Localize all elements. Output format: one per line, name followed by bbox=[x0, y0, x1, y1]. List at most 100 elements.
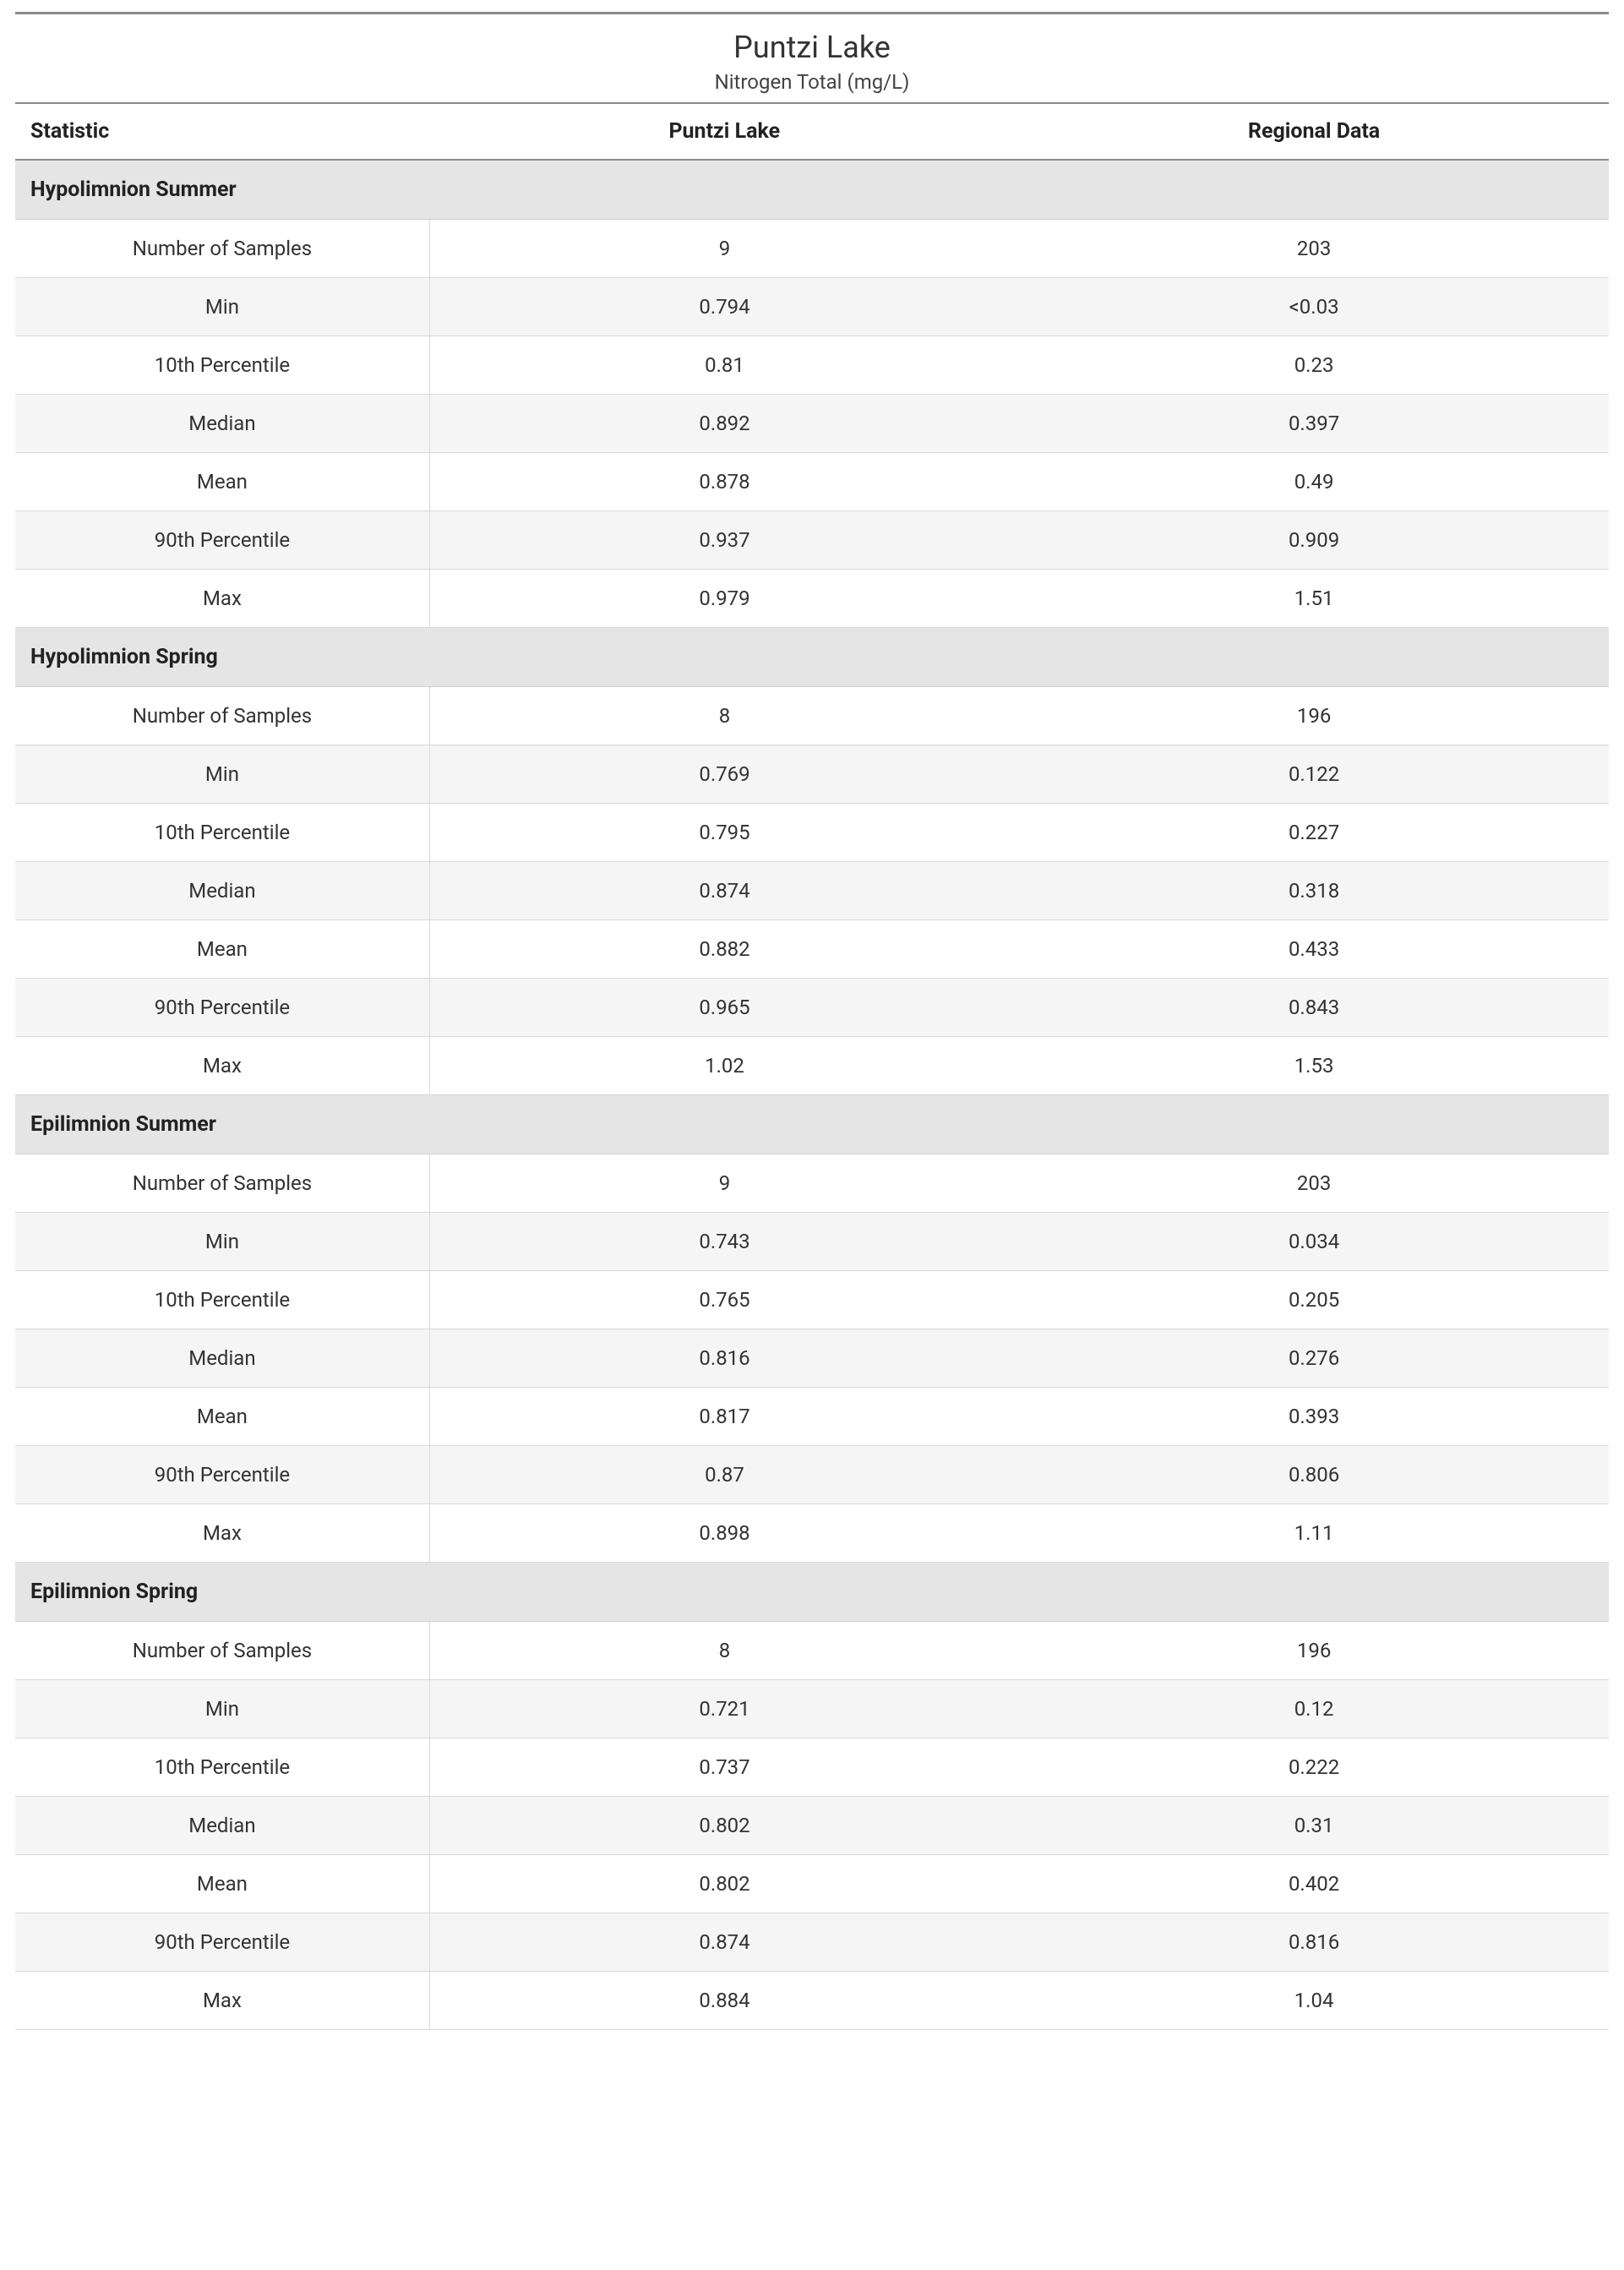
table-row: Number of Samples9203 bbox=[15, 220, 1609, 278]
stat-label-cell: Min bbox=[15, 1213, 429, 1271]
site-value-cell: 0.81 bbox=[429, 336, 1019, 395]
section-header-cell: Hypolimnion Summer bbox=[15, 160, 1609, 220]
site-value-cell: 0.979 bbox=[429, 570, 1019, 628]
table-row: Median0.8160.276 bbox=[15, 1329, 1609, 1388]
site-value-cell: 0.769 bbox=[429, 745, 1019, 804]
site-value-cell: 0.898 bbox=[429, 1504, 1019, 1563]
stat-label-cell: Number of Samples bbox=[15, 1622, 429, 1680]
stat-label-cell: Mean bbox=[15, 1388, 429, 1446]
regional-value-cell: 0.433 bbox=[1019, 920, 1609, 979]
table-body: Hypolimnion SummerNumber of Samples9203M… bbox=[15, 160, 1609, 2030]
stat-label-cell: Min bbox=[15, 1680, 429, 1738]
section-header-row: Epilimnion Summer bbox=[15, 1095, 1609, 1154]
table-row: 10th Percentile0.7950.227 bbox=[15, 804, 1609, 862]
stat-label-cell: Median bbox=[15, 1329, 429, 1388]
site-value-cell: 0.937 bbox=[429, 511, 1019, 570]
stat-label-cell: 10th Percentile bbox=[15, 1738, 429, 1797]
stat-label-cell: Mean bbox=[15, 1855, 429, 1913]
table-row: 90th Percentile0.8740.816 bbox=[15, 1913, 1609, 1972]
site-value-cell: 0.737 bbox=[429, 1738, 1019, 1797]
site-value-cell: 0.965 bbox=[429, 979, 1019, 1037]
stat-label-cell: Number of Samples bbox=[15, 687, 429, 745]
table-row: Max1.021.53 bbox=[15, 1037, 1609, 1095]
site-value-cell: 0.874 bbox=[429, 862, 1019, 920]
stat-label-cell: 90th Percentile bbox=[15, 979, 429, 1037]
stat-label-cell: Max bbox=[15, 1504, 429, 1563]
regional-value-cell: 0.276 bbox=[1019, 1329, 1609, 1388]
table-row: Mean0.8020.402 bbox=[15, 1855, 1609, 1913]
stat-label-cell: 90th Percentile bbox=[15, 1446, 429, 1504]
regional-value-cell: 0.909 bbox=[1019, 511, 1609, 570]
site-value-cell: 0.802 bbox=[429, 1855, 1019, 1913]
table-row: Max0.8981.11 bbox=[15, 1504, 1609, 1563]
stat-label-cell: Mean bbox=[15, 453, 429, 511]
site-value-cell: 0.874 bbox=[429, 1913, 1019, 1972]
regional-value-cell: 0.31 bbox=[1019, 1797, 1609, 1855]
table-row: Max0.9791.51 bbox=[15, 570, 1609, 628]
regional-value-cell: 1.11 bbox=[1019, 1504, 1609, 1563]
regional-value-cell: 196 bbox=[1019, 1622, 1609, 1680]
regional-value-cell: 1.53 bbox=[1019, 1037, 1609, 1095]
site-value-cell: 0.765 bbox=[429, 1271, 1019, 1329]
table-row: Number of Samples8196 bbox=[15, 1622, 1609, 1680]
stat-label-cell: Median bbox=[15, 862, 429, 920]
section-header-cell: Epilimnion Summer bbox=[15, 1095, 1609, 1154]
regional-value-cell: 0.23 bbox=[1019, 336, 1609, 395]
site-value-cell: 8 bbox=[429, 1622, 1019, 1680]
table-row: Number of Samples8196 bbox=[15, 687, 1609, 745]
site-value-cell: 0.802 bbox=[429, 1797, 1019, 1855]
table-row: Min0.7210.12 bbox=[15, 1680, 1609, 1738]
stat-label-cell: 10th Percentile bbox=[15, 1271, 429, 1329]
section-header-row: Epilimnion Spring bbox=[15, 1563, 1609, 1622]
table-row: 10th Percentile0.7650.205 bbox=[15, 1271, 1609, 1329]
stat-label-cell: Number of Samples bbox=[15, 220, 429, 278]
stat-label-cell: 10th Percentile bbox=[15, 336, 429, 395]
stat-label-cell: 90th Percentile bbox=[15, 1913, 429, 1972]
site-value-cell: 0.817 bbox=[429, 1388, 1019, 1446]
site-value-cell: 0.884 bbox=[429, 1972, 1019, 2030]
site-value-cell: 0.721 bbox=[429, 1680, 1019, 1738]
table-row: Median0.8020.31 bbox=[15, 1797, 1609, 1855]
table-row: 10th Percentile0.810.23 bbox=[15, 336, 1609, 395]
stat-label-cell: Number of Samples bbox=[15, 1154, 429, 1213]
table-row: Median0.8740.318 bbox=[15, 862, 1609, 920]
section-header-row: Hypolimnion Summer bbox=[15, 160, 1609, 220]
table-row: 90th Percentile0.9370.909 bbox=[15, 511, 1609, 570]
site-value-cell: 9 bbox=[429, 220, 1019, 278]
site-value-cell: 8 bbox=[429, 687, 1019, 745]
regional-value-cell: 0.227 bbox=[1019, 804, 1609, 862]
report-page: Puntzi Lake Nitrogen Total (mg/L) Statis… bbox=[0, 12, 1624, 2030]
col-header-regional: Regional Data bbox=[1019, 103, 1609, 160]
regional-value-cell: 0.318 bbox=[1019, 862, 1609, 920]
table-row: Mean0.8780.49 bbox=[15, 453, 1609, 511]
stat-label-cell: 10th Percentile bbox=[15, 804, 429, 862]
regional-value-cell: 203 bbox=[1019, 1154, 1609, 1213]
stat-label-cell: Min bbox=[15, 745, 429, 804]
stat-label-cell: 90th Percentile bbox=[15, 511, 429, 570]
site-value-cell: 1.02 bbox=[429, 1037, 1019, 1095]
col-header-site: Puntzi Lake bbox=[429, 103, 1019, 160]
section-header-row: Hypolimnion Spring bbox=[15, 628, 1609, 687]
regional-value-cell: 0.393 bbox=[1019, 1388, 1609, 1446]
site-value-cell: 9 bbox=[429, 1154, 1019, 1213]
section-header-cell: Hypolimnion Spring bbox=[15, 628, 1609, 687]
regional-value-cell: 0.816 bbox=[1019, 1913, 1609, 1972]
site-value-cell: 0.87 bbox=[429, 1446, 1019, 1504]
table-row: Mean0.8820.433 bbox=[15, 920, 1609, 979]
site-value-cell: 0.892 bbox=[429, 395, 1019, 453]
table-row: Number of Samples9203 bbox=[15, 1154, 1609, 1213]
table-row: 10th Percentile0.7370.222 bbox=[15, 1738, 1609, 1797]
site-value-cell: 0.878 bbox=[429, 453, 1019, 511]
regional-value-cell: 203 bbox=[1019, 220, 1609, 278]
title-block: Puntzi Lake Nitrogen Total (mg/L) bbox=[0, 14, 1624, 102]
table-header-row: Statistic Puntzi Lake Regional Data bbox=[15, 103, 1609, 160]
table-row: Median0.8920.397 bbox=[15, 395, 1609, 453]
regional-value-cell: 0.397 bbox=[1019, 395, 1609, 453]
table-row: Min0.794<0.03 bbox=[15, 278, 1609, 336]
col-header-statistic: Statistic bbox=[15, 103, 429, 160]
page-subtitle: Nitrogen Total (mg/L) bbox=[0, 70, 1624, 94]
site-value-cell: 0.816 bbox=[429, 1329, 1019, 1388]
section-header-cell: Epilimnion Spring bbox=[15, 1563, 1609, 1622]
stat-label-cell: Min bbox=[15, 278, 429, 336]
stat-label-cell: Max bbox=[15, 1037, 429, 1095]
